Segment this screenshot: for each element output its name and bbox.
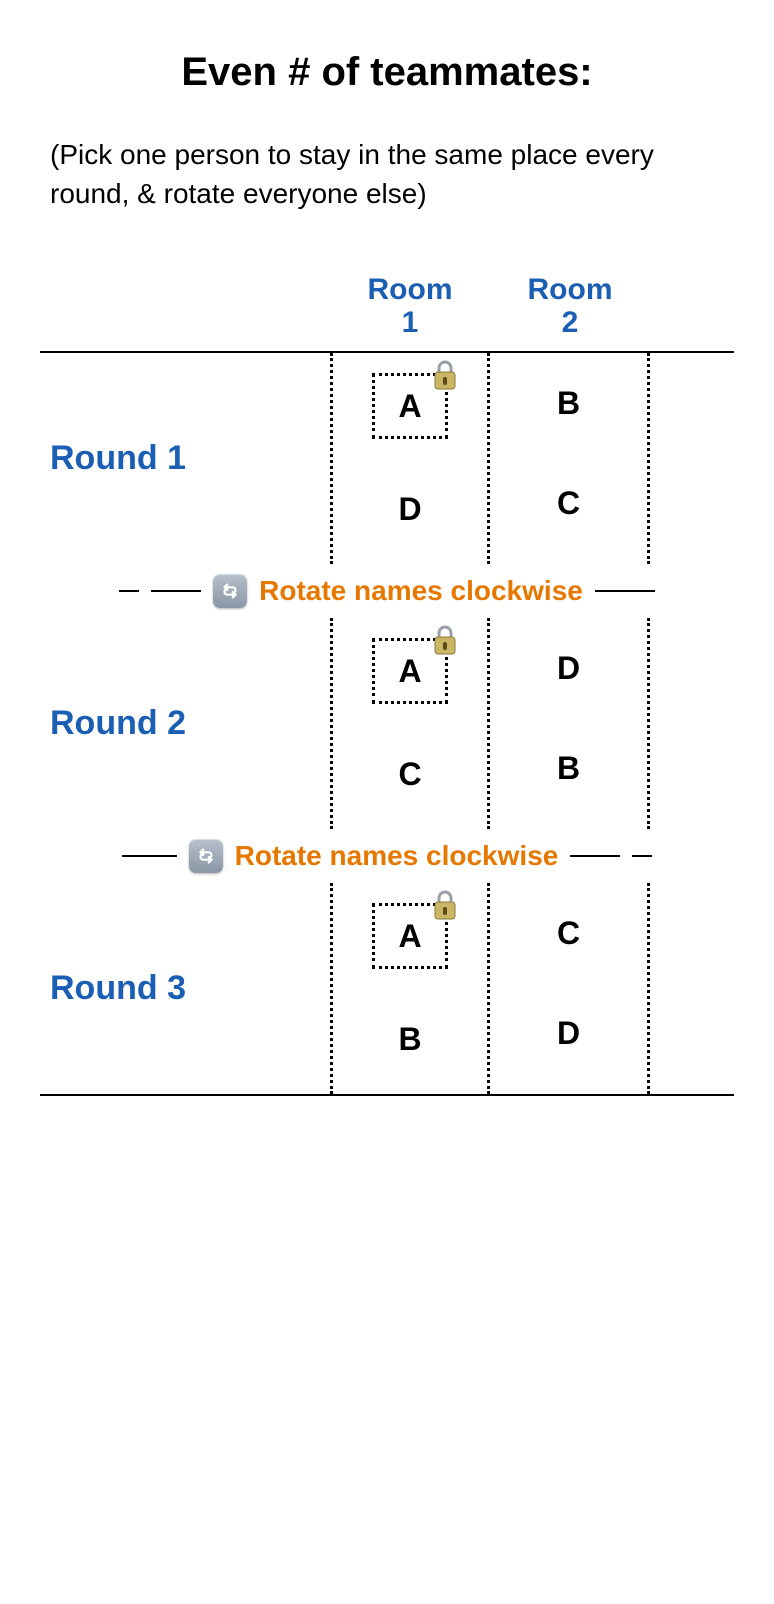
round-1-room-1: A D — [330, 353, 490, 564]
lock-icon — [430, 888, 460, 922]
round-2-label: Round 2 — [40, 618, 330, 829]
room-2-header: Room 2 — [490, 273, 650, 339]
rotate-icon — [213, 574, 247, 608]
round-1-room-2: B C — [490, 353, 650, 564]
person: D — [375, 479, 445, 539]
round-1-label: Round 1 — [40, 353, 330, 564]
diagram-page: Even # of teammates: (Pick one person to… — [0, 0, 774, 1156]
lock-icon — [430, 358, 460, 392]
person-locked: A — [372, 638, 448, 704]
round-3-room-1: A B — [330, 883, 490, 1094]
rotate-icon — [189, 839, 223, 873]
round-3-room-2: C D — [490, 883, 650, 1094]
person-locked: A — [372, 373, 448, 439]
person: C — [375, 744, 445, 804]
lock-icon — [430, 623, 460, 657]
round-row: Round 1 A D B C — [40, 353, 734, 564]
page-title: Even # of teammates: — [40, 50, 734, 95]
rotate-divider: Rotate names clockwise — [40, 839, 734, 873]
round-row: Round 2 A C D B — [40, 618, 734, 829]
person: D — [534, 1003, 604, 1063]
column-headers: Room 1 Room 2 — [40, 273, 734, 339]
person-locked: A — [372, 903, 448, 969]
person: B — [375, 1009, 445, 1069]
person: B — [534, 738, 604, 798]
round-row: Round 3 A B C D — [40, 883, 734, 1094]
rotate-divider: Rotate names clockwise — [40, 574, 734, 608]
person: C — [534, 903, 604, 963]
rotate-caption: Rotate names clockwise — [235, 840, 559, 872]
room-1-header: Room 1 — [330, 273, 490, 339]
table-bottom-rule — [40, 1094, 734, 1096]
round-3-label: Round 3 — [40, 883, 330, 1094]
page-subtitle: (Pick one person to stay in the same pla… — [50, 135, 724, 213]
rotate-caption: Rotate names clockwise — [259, 575, 583, 607]
person: B — [534, 373, 604, 433]
round-2-room-1: A C — [330, 618, 490, 829]
person: D — [534, 638, 604, 698]
round-2-room-2: D B — [490, 618, 650, 829]
person: C — [534, 473, 604, 533]
